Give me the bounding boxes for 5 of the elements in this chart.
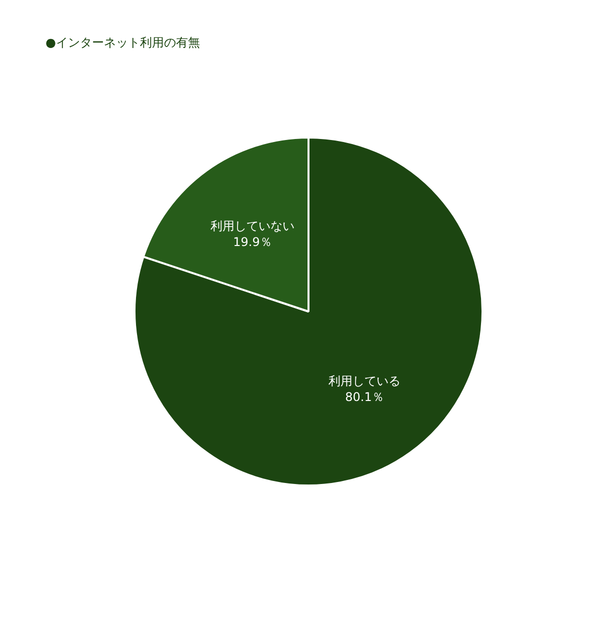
slice-label: 利用している: [328, 374, 401, 388]
data-label: 80.1％: [345, 390, 384, 404]
data-label: 19.9％: [233, 234, 272, 249]
slice-label: 利用していない: [210, 218, 294, 233]
chart-title: ●インターネット利用の有無: [46, 36, 200, 50]
